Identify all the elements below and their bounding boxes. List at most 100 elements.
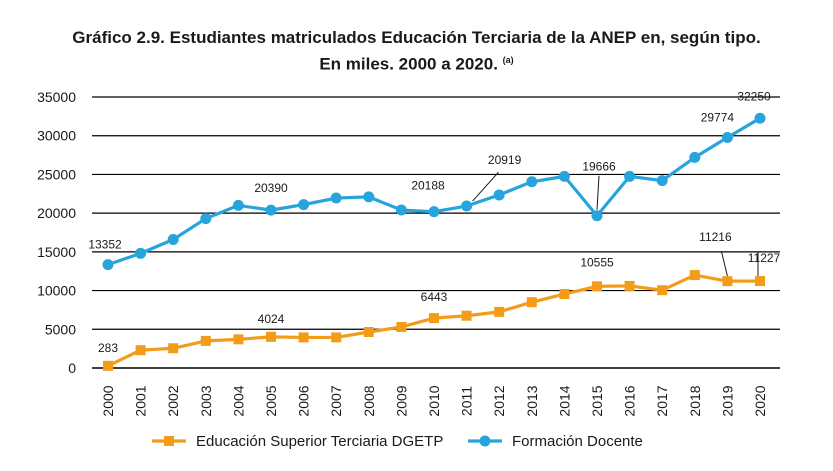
y-tick-label: 20000: [37, 205, 76, 221]
data-point-square: [722, 276, 733, 287]
data-point-circle: [102, 259, 114, 271]
data-point-square: [657, 285, 668, 296]
data-label: 32250: [737, 89, 771, 103]
grid-lines: [92, 96, 780, 369]
x-tick-label: 2002: [165, 385, 181, 416]
x-tick-label: 2011: [459, 386, 475, 416]
data-point-circle: [167, 233, 179, 245]
x-tick-label: 2017: [654, 385, 670, 416]
leader-line: [596, 175, 600, 210]
x-tick-label: 2005: [263, 385, 279, 416]
y-axis: 0 5000 10000 15000 20000 25000 30000 35000: [37, 89, 76, 376]
legend-marker-circle: [479, 435, 491, 447]
x-tick-label: 2015: [589, 385, 605, 416]
y-tick-label: 10000: [37, 283, 76, 299]
chart-title-note: (a): [502, 55, 514, 65]
x-tick-label: 2000: [100, 385, 116, 416]
y-tick-label: 35000: [37, 89, 76, 105]
data-point-square: [624, 280, 635, 291]
x-tick-label: 2006: [296, 385, 312, 416]
x-tick-label: 2004: [230, 385, 246, 416]
x-tick-label: 2008: [361, 385, 377, 416]
data-point-square: [363, 326, 374, 337]
data-point-square: [461, 310, 472, 321]
data-label: 283: [98, 341, 118, 355]
data-point-circle: [493, 189, 505, 201]
data-point-circle: [200, 213, 212, 225]
data-point-circle: [428, 206, 440, 218]
data-point-circle: [461, 200, 473, 212]
legend-label: Educación Superior Terciaria DGETP: [196, 433, 443, 450]
data-point-square: [755, 276, 765, 287]
data-point-circle: [754, 112, 766, 124]
x-tick-label: 2020: [752, 385, 768, 416]
data-label: 20390: [254, 181, 288, 195]
data-point-circle: [689, 151, 701, 163]
chart-title-text-2: En miles. 2000 a 2020.: [319, 54, 498, 74]
legend-marker-square: [164, 436, 174, 446]
data-point-square: [559, 289, 570, 300]
leader-line: [720, 251, 728, 277]
data-label: 20188: [411, 179, 445, 193]
x-tick-label: 2001: [133, 385, 149, 416]
x-tick-label: 2009: [393, 385, 409, 416]
data-point-square: [103, 360, 113, 371]
data-point-circle: [330, 192, 342, 204]
data-point-circle: [298, 199, 310, 211]
data-label-layer: 283 4024 6443 10555 11216 11227 13352 20390 2018…: [88, 89, 780, 355]
data-point-circle: [558, 170, 570, 182]
series-layer: [102, 112, 766, 371]
data-point-square: [298, 332, 309, 343]
x-tick-label: 2019: [719, 385, 735, 416]
data-point-circle: [395, 204, 407, 216]
data-point-square: [494, 306, 505, 317]
data-point-square: [200, 335, 211, 346]
data-point-circle: [526, 176, 538, 188]
x-tick-label: 2010: [426, 385, 442, 416]
chart-title-line2: En miles. 2000 a 2020. (a): [0, 49, 833, 76]
data-point-square: [135, 345, 146, 356]
data-point-square: [266, 331, 276, 342]
x-axis: 2000 2001 2002 2003 2004 2005 2006 2007 2008 2009…: [100, 385, 768, 416]
y-tick-label: 5000: [45, 321, 76, 337]
x-tick-label: 2013: [524, 385, 540, 416]
data-label: 4024: [258, 312, 285, 326]
x-tick-label: 2003: [198, 385, 214, 416]
data-point-circle: [265, 204, 277, 216]
y-tick-label: 0: [68, 360, 76, 376]
x-tick-label: 2016: [622, 385, 638, 416]
data-point-circle: [591, 210, 603, 222]
data-point-circle: [232, 199, 244, 211]
data-point-square: [689, 270, 700, 281]
data-label: 6443: [421, 290, 448, 304]
data-point-circle: [624, 170, 636, 182]
legend: Educación Superior Terciaria DGETP Formac…: [152, 433, 643, 450]
data-label: 11227: [748, 251, 781, 265]
legend-label: Formación Docente: [512, 433, 643, 450]
y-tick-label: 25000: [37, 166, 76, 182]
x-tick-label: 2012: [491, 385, 507, 416]
data-label: 19666: [582, 160, 616, 174]
data-point-square: [592, 281, 602, 292]
data-label: 13352: [88, 238, 122, 252]
data-point-square: [331, 332, 342, 343]
y-tick-label: 30000: [37, 128, 76, 144]
data-point-square: [168, 343, 179, 354]
data-point-circle: [721, 131, 733, 143]
data-label: 11216: [699, 230, 732, 244]
leader-line: [472, 171, 499, 202]
data-point-circle: [135, 247, 147, 259]
data-label: 20919: [488, 153, 522, 167]
chart-title-line1: Gráfico 2.9. Estudiantes matriculados Ed…: [0, 27, 833, 49]
data-point-square: [233, 334, 244, 345]
data-point-square: [396, 321, 407, 332]
data-label: 10555: [580, 255, 614, 269]
data-point-square: [526, 297, 537, 308]
x-tick-label: 2007: [328, 385, 344, 416]
x-tick-label: 2014: [556, 385, 572, 416]
data-point-circle: [656, 175, 668, 187]
y-tick-label: 15000: [37, 244, 76, 260]
data-point-circle: [363, 191, 375, 203]
x-tick-label: 2018: [687, 385, 703, 416]
